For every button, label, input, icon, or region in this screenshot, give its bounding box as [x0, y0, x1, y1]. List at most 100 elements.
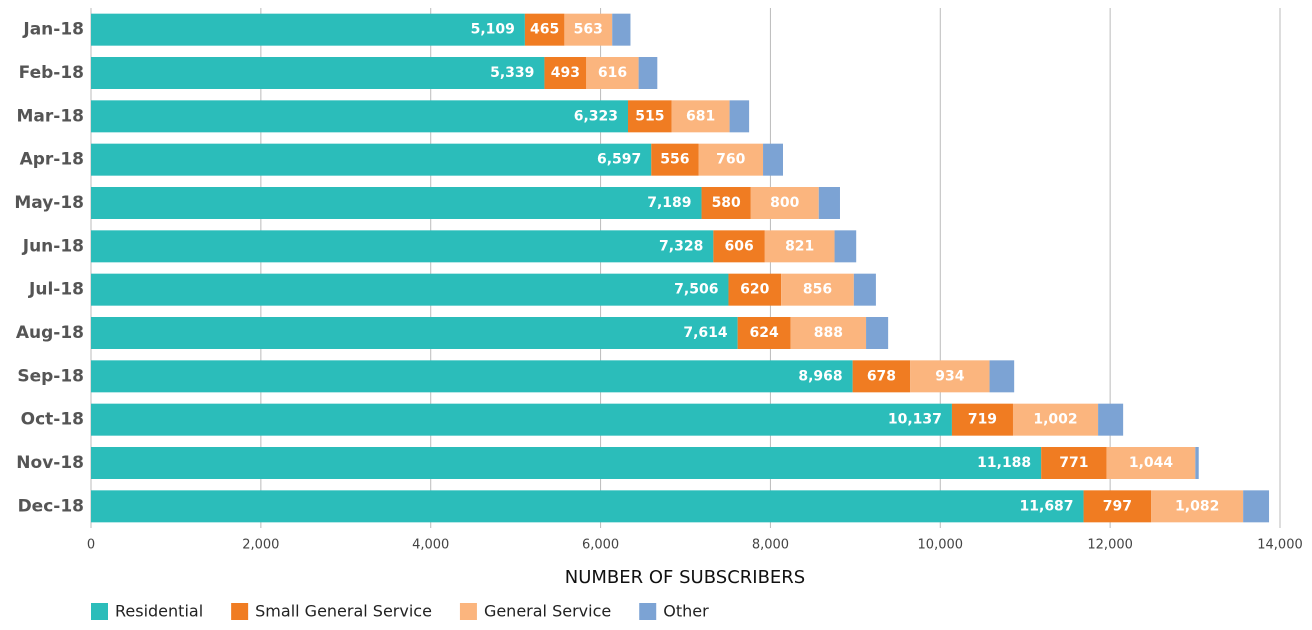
bar-segment	[737, 317, 791, 349]
data-label: 771	[1059, 455, 1088, 471]
legend-label: Residential	[115, 602, 203, 621]
data-label: 11,188	[977, 455, 1031, 471]
bar-segment	[91, 273, 729, 306]
bar-segment	[586, 57, 639, 89]
bar-segment	[866, 317, 889, 349]
bar-segment	[1041, 447, 1107, 479]
data-label: 563	[574, 22, 603, 38]
data-label: 10,137	[888, 412, 942, 428]
bar-segment	[91, 143, 652, 176]
legend-swatch	[231, 603, 249, 620]
bar-segment	[91, 360, 853, 393]
data-label: 800	[770, 195, 799, 211]
data-label: 7,506	[674, 282, 718, 298]
x-tick-label: 0	[87, 538, 95, 553]
legend-swatch	[91, 603, 108, 620]
y-tick-label: Apr-18	[20, 150, 84, 170]
y-tick-label: Mar-18	[17, 106, 85, 126]
data-label: 678	[867, 368, 896, 384]
bar-segment	[91, 57, 545, 89]
data-label: 580	[712, 195, 741, 211]
bar-segment	[91, 317, 738, 349]
data-label: 465	[530, 22, 559, 38]
y-tick-label: Feb-18	[19, 63, 84, 83]
bar-segment	[1151, 490, 1244, 523]
bar-segment	[91, 13, 525, 46]
y-tick-label: Oct-18	[21, 410, 84, 430]
bar-segment	[1098, 403, 1124, 436]
bar-segment	[1012, 403, 1099, 436]
bar-segment	[91, 490, 1084, 523]
bar-segment	[834, 230, 857, 263]
data-label: 6,597	[597, 152, 641, 168]
bar-segment	[728, 273, 782, 306]
bar-segment	[989, 360, 1015, 393]
data-label: 556	[660, 152, 689, 168]
legend-label: General Service	[484, 602, 611, 621]
bar-segment	[750, 187, 819, 219]
bar-segment	[951, 403, 1013, 436]
legend-swatch	[639, 603, 657, 620]
x-tick-label: 10,000	[918, 538, 964, 553]
bar-segment	[764, 230, 835, 263]
data-label: 1,044	[1129, 455, 1174, 471]
bar-segment	[638, 57, 658, 89]
x-tick-label: 8,000	[752, 538, 789, 553]
x-tick-label: 4,000	[412, 538, 449, 553]
y-tick-label: Dec-18	[18, 496, 84, 516]
data-label: 1,002	[1033, 412, 1077, 428]
data-label: 681	[686, 108, 715, 124]
data-label: 760	[716, 152, 745, 168]
legend-label: Small General Service	[255, 602, 432, 621]
data-label: 6,323	[574, 108, 618, 124]
x-axis-label: NUMBER OF SUBSCRIBERS	[565, 567, 805, 588]
bar-segment	[91, 403, 952, 436]
y-tick-label: Sep-18	[17, 366, 84, 386]
bar-segment	[91, 447, 1042, 479]
data-label: 8,968	[798, 368, 842, 384]
data-label: 493	[551, 65, 580, 81]
bar-segment	[628, 100, 672, 133]
data-label: 719	[968, 412, 997, 428]
data-label: 821	[785, 238, 814, 254]
data-label: 7,614	[683, 325, 728, 341]
data-label: 5,109	[471, 22, 515, 38]
data-label: 797	[1103, 498, 1132, 514]
x-tick-label: 6,000	[582, 538, 619, 553]
x-tick-label: 2,000	[242, 538, 279, 553]
bar-segment	[781, 273, 854, 306]
legend-swatch	[459, 603, 477, 620]
y-tick-label: Jun-18	[22, 236, 84, 256]
legend-label: Other	[663, 602, 709, 621]
data-label: 1,082	[1175, 498, 1219, 514]
bar-segment	[91, 230, 714, 263]
bar-segment	[763, 143, 783, 176]
bar-segment	[818, 187, 840, 219]
bar-segment	[852, 360, 911, 393]
y-tick-label: May-18	[14, 193, 84, 213]
bar-segment	[91, 100, 629, 133]
y-tick-label: Aug-18	[16, 323, 84, 343]
bar-segment	[910, 360, 990, 393]
data-label: 606	[724, 238, 753, 254]
y-tick-label: Jul-18	[28, 280, 84, 300]
bar-segment	[651, 143, 699, 176]
data-label: 7,328	[659, 238, 703, 254]
data-label: 5,339	[490, 65, 534, 81]
bar-segment	[524, 13, 565, 46]
bar-segment	[1083, 490, 1152, 523]
bar-segment	[544, 57, 587, 89]
data-label: 11,687	[1020, 498, 1074, 514]
x-tick-label: 12,000	[1087, 538, 1133, 553]
bar-segment	[698, 143, 764, 176]
bar-segment	[1243, 490, 1270, 523]
bar-segment	[1195, 447, 1199, 479]
bar-segment	[671, 100, 730, 133]
data-label: 624	[750, 325, 779, 341]
data-label: 888	[814, 325, 843, 341]
bar-segment	[790, 317, 867, 349]
bar-segment	[701, 187, 751, 219]
bar-segment	[729, 100, 750, 133]
data-label: 934	[935, 368, 964, 384]
